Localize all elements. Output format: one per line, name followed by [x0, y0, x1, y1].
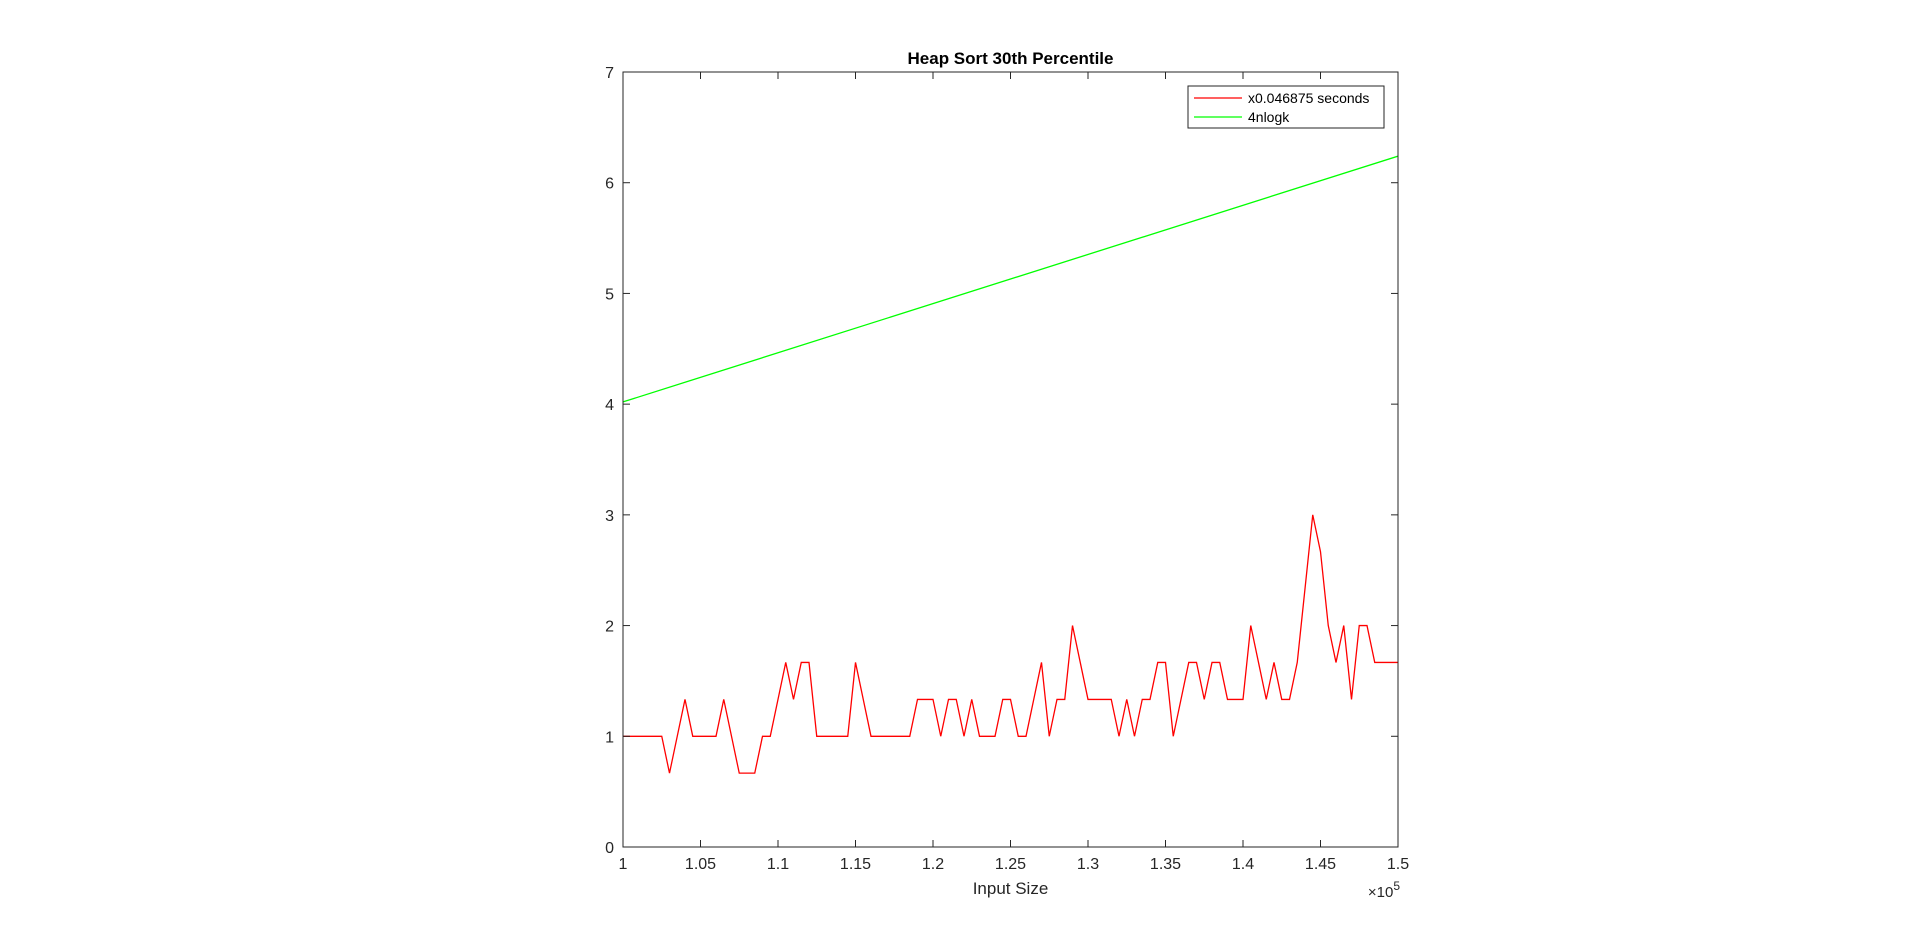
x-tick-label: 1.1: [767, 856, 789, 873]
x-tick-label: 1: [619, 856, 628, 873]
y-tick-label: 3: [605, 508, 614, 525]
legend-label: 4nlogk: [1248, 109, 1290, 125]
legend-label: x0.046875 seconds: [1248, 90, 1369, 106]
x-tick-label: 1.05: [685, 856, 716, 873]
x-exponent-base: ×10: [1368, 884, 1393, 901]
y-tick-label: 4: [605, 397, 614, 414]
y-tick-label: 5: [605, 286, 614, 303]
x-tick-label: 1.15: [840, 856, 871, 873]
chart-title: Heap Sort 30th Percentile: [908, 49, 1114, 68]
x-axis-label: Input Size: [973, 879, 1049, 898]
x-tick-label: 1.5: [1387, 856, 1409, 873]
y-tick-label: 7: [605, 65, 614, 82]
y-tick-label: 1: [605, 729, 614, 746]
x-tick-label: 1.25: [995, 856, 1026, 873]
x-tick-label: 1.45: [1305, 856, 1336, 873]
x-exponent-label: ×105: [1368, 879, 1400, 901]
series-line-2: [622, 155, 1399, 403]
y-tick-label: 6: [605, 176, 614, 193]
x-tick-label: 1.3: [1077, 856, 1099, 873]
y-tick-label: 0: [605, 840, 614, 857]
x-exponent-power: 5: [1393, 879, 1400, 893]
x-tick-label: 1.35: [1150, 856, 1181, 873]
series-line-1: [623, 514, 1398, 774]
plot-area: [623, 72, 1398, 847]
y-tick-label: 2: [605, 619, 614, 636]
x-tick-label: 1.4: [1232, 856, 1254, 873]
x-tick-label: 1.2: [922, 856, 944, 873]
legend-box: [1187, 85, 1385, 129]
